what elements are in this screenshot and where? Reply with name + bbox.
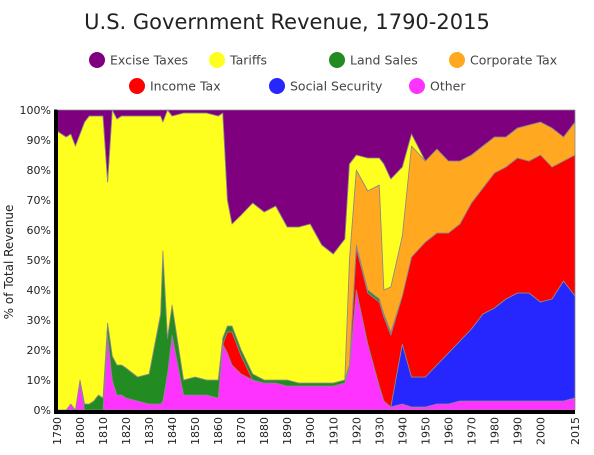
legend-swatch [129, 78, 145, 94]
area-excise-taxes [56, 109, 576, 255]
legend-label: Other [430, 79, 466, 94]
x-tick-label: 1940 [396, 417, 409, 445]
y-axis-title: % of Total Revenue [2, 205, 16, 320]
x-tick-label: 1850 [189, 417, 202, 445]
legend-item-land-sales[interactable]: Land Sales [329, 52, 418, 68]
y-tick-label: 60% [27, 224, 51, 237]
legend-label: Tariffs [229, 53, 267, 68]
axes: 0% 10% 20% 30% 40% 50% 60% 70% 80% 90% 100% 1790 180… [20, 104, 582, 445]
y-tick-label: 100% [20, 104, 51, 117]
legend-label: Social Security [290, 79, 383, 94]
x-tick-label: 1960 [442, 417, 455, 445]
y-tick-label: 30% [27, 314, 51, 327]
legend-item-other[interactable]: Other [409, 78, 466, 94]
y-tick-label: 90% [27, 134, 51, 147]
y-tick-label: 50% [27, 254, 51, 267]
x-tick-label: 1970 [465, 417, 478, 445]
x-tick-label: 1900 [304, 417, 317, 445]
x-tick-label: 1910 [327, 417, 340, 445]
legend-swatch [209, 52, 225, 68]
x-tick-label: 1860 [212, 417, 225, 445]
y-tick-label: 40% [27, 284, 51, 297]
y-tick-label: 70% [27, 194, 51, 207]
legend-label: Income Tax [150, 79, 221, 94]
x-tick-label: 1840 [166, 417, 179, 445]
legend-item-excise-taxes[interactable]: Excise Taxes [89, 52, 188, 68]
x-tick-label: 1790 [51, 417, 64, 445]
legend-item-income-tax[interactable]: Income Tax [129, 78, 221, 94]
x-tick-label: 2000 [535, 417, 548, 445]
legend-label: Corporate Tax [470, 53, 557, 68]
legend-swatch [89, 52, 105, 68]
y-tick-label: 20% [27, 344, 51, 357]
x-tick-label: 1930 [373, 417, 386, 445]
stacked-areas [56, 109, 576, 411]
x-tick-label: 1800 [74, 417, 87, 445]
x-tick-label: 1950 [419, 417, 432, 445]
x-tick-label: 1830 [143, 417, 156, 445]
legend: Excise Taxes Tariffs Land Sales Corporate T… [89, 52, 557, 94]
x-tick-label: 1920 [350, 417, 363, 445]
x-tick-label: 1880 [258, 417, 271, 445]
y-tick-label: 10% [27, 374, 51, 387]
chart-title: U.S. Government Revenue, 1790-2015 [84, 10, 490, 34]
y-tick-label: 80% [27, 164, 51, 177]
legend-item-tariffs[interactable]: Tariffs [209, 52, 267, 68]
legend-swatch [329, 52, 345, 68]
legend-swatch [409, 78, 425, 94]
legend-item-social-security[interactable]: Social Security [269, 78, 383, 94]
x-tick-label: 1810 [97, 417, 110, 445]
y-tick-label: 0% [34, 404, 51, 417]
x-tick-label: 1890 [281, 417, 294, 445]
x-tick-label: 1990 [511, 417, 524, 445]
legend-label: Excise Taxes [110, 53, 188, 68]
legend-swatch [269, 78, 285, 94]
legend-label: Land Sales [350, 53, 418, 68]
x-tick-label: 1980 [488, 417, 501, 445]
legend-item-corporate-tax[interactable]: Corporate Tax [449, 52, 557, 68]
x-tick-label: 1870 [235, 417, 248, 445]
x-tick-label: 1820 [120, 417, 133, 445]
x-tick-label: 2015 [569, 417, 582, 445]
legend-swatch [449, 52, 465, 68]
